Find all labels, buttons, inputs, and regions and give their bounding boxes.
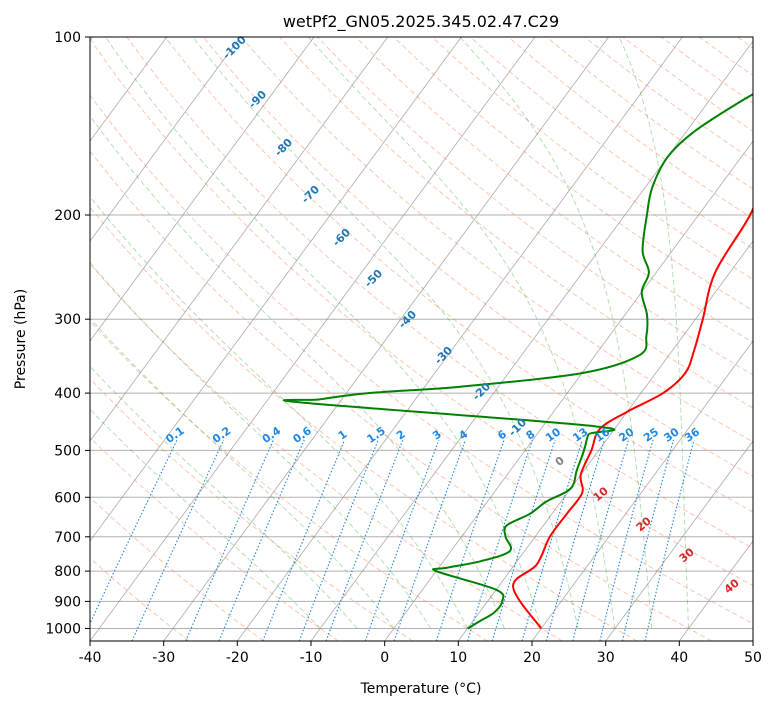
mixing-ratio-line <box>545 439 605 641</box>
mixing-ratio-line <box>262 439 346 641</box>
moist-adiabat-line <box>618 37 690 629</box>
y-axis-ticks: 100 200 300 400 500 600 700 800 900 1000 <box>45 30 90 638</box>
moist-adiabat-line <box>90 261 432 629</box>
mixing-ratio-line <box>364 439 440 641</box>
temperature-profile-line <box>512 206 753 630</box>
mixing-ratio-line <box>644 439 695 641</box>
y-tick-label: 400 <box>54 386 81 402</box>
dry-adiabat-line <box>90 557 190 641</box>
mixing-ratio-line <box>599 439 654 641</box>
dry-adiabat-line <box>279 37 753 409</box>
isotherm-line <box>90 37 168 142</box>
x-axis-label: Temperature (°C) <box>360 681 482 697</box>
moist-adiabat-line <box>90 115 505 629</box>
moist-adiabat-line <box>90 317 395 629</box>
x-tick-label: 0 <box>380 650 389 666</box>
mixing-ratio-line <box>521 439 583 641</box>
mixing-ratio-line <box>621 439 675 641</box>
x-tick-label: 20 <box>523 650 541 666</box>
isotherm-line <box>310 40 753 641</box>
isotherm-line <box>236 37 683 641</box>
isotherm-line <box>531 340 753 641</box>
x-tick-label: -10 <box>300 650 323 666</box>
moist-adiabat-line <box>105 37 542 629</box>
dry-adiabat-line <box>90 94 753 625</box>
y-tick-label: 600 <box>54 490 81 506</box>
mixing-ratio-line <box>218 439 305 641</box>
y-tick-label: 1000 <box>45 622 81 638</box>
isotherm-line <box>163 37 610 641</box>
dry-adiabat-line <box>90 378 414 641</box>
moist-adiabat-line <box>90 365 358 629</box>
plot-background <box>90 37 753 641</box>
dry-adiabat-line <box>164 37 753 513</box>
x-tick-label: 30 <box>597 650 615 666</box>
moist-adiabat-line <box>307 37 616 629</box>
mixing-ratio-line <box>491 439 556 641</box>
dry-adiabat-line <box>90 206 638 641</box>
isotherm-line <box>90 37 315 342</box>
moist-adiabat-line <box>459 37 653 629</box>
dry-adiabat-line <box>393 37 753 312</box>
dry-adiabat-line <box>126 37 753 549</box>
x-tick-label: 10 <box>449 650 467 666</box>
series-group <box>283 93 753 630</box>
isotherm-line <box>605 440 753 641</box>
plot-frame <box>89 36 754 642</box>
dry-adiabat-line <box>317 37 753 376</box>
isotherm-line <box>90 37 536 641</box>
isotherm-line <box>90 37 389 442</box>
mixing-ratio-line <box>185 439 275 641</box>
x-tick-label: 40 <box>670 650 688 666</box>
y-tick-label: 900 <box>54 594 81 610</box>
isotherm-line <box>457 240 753 641</box>
y-tick-label: 800 <box>54 564 81 580</box>
isotherm-line <box>384 140 753 641</box>
moist-adiabat-line <box>90 408 321 629</box>
y-tick-label: 200 <box>54 208 81 224</box>
chart-title: wetPf2_GN05.2025.345.02.47.C29 <box>283 12 559 32</box>
dry-adiabat-line <box>90 150 712 641</box>
dry-adiabat-line <box>90 37 753 587</box>
moist-adiabat-line <box>90 195 469 629</box>
mixing-ratio-line <box>393 439 466 641</box>
dry-adiabat-line <box>90 263 563 641</box>
mixing-ratio-line <box>435 439 505 641</box>
mixing-ratio-line <box>325 439 404 641</box>
dry-adiabat-line <box>90 436 339 641</box>
x-axis-ticks: -40 -30 -20 -10 0 10 20 30 40 50 <box>79 641 762 666</box>
mixing-ratio-line <box>572 439 630 641</box>
mixing-ratio-line <box>466 439 534 641</box>
x-tick-label: 50 <box>744 650 762 666</box>
y-tick-label: 500 <box>54 443 81 459</box>
x-tick-label: -30 <box>152 650 175 666</box>
x-tick-label: -40 <box>79 650 102 666</box>
moist-adiabat-line <box>192 37 579 629</box>
x-tick-label: -20 <box>226 650 249 666</box>
y-axis-label: Pressure (hPa) <box>13 289 29 389</box>
y-tick-label: 100 <box>54 30 81 46</box>
isotherm-line <box>752 640 753 641</box>
y-tick-label: 700 <box>54 530 81 546</box>
isotherm-line <box>90 37 241 242</box>
dewpoint-profile-line <box>283 93 753 630</box>
y-tick-label: 300 <box>54 312 81 328</box>
